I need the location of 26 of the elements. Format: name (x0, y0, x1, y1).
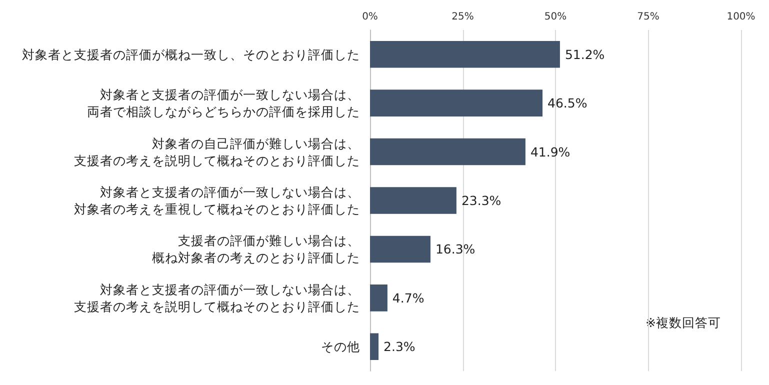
y-tick-label: 対象者と支援者の評価が一致しない場合は、対象者の考えを重視して概ねそのとおり評価した (74, 184, 360, 216)
x-tick-label: 50% (544, 12, 567, 22)
y-tick-label: 対象者と支援者の評価が一致しない場合は、両者で相談しながらどちらかの評価を採用した (87, 87, 360, 120)
bar (370, 333, 379, 360)
x-tick-label: 25% (452, 12, 474, 22)
data-label: 16.3% (435, 242, 476, 257)
x-tick-label: 100% (726, 12, 756, 22)
data-label: 4.7% (392, 290, 424, 306)
bar (370, 187, 456, 214)
bar (370, 284, 388, 312)
bar (370, 138, 526, 166)
data-label: 23.3% (461, 193, 502, 208)
data-label: 2.3% (384, 339, 416, 354)
bar (370, 236, 430, 263)
x-tick-label: 75% (637, 12, 660, 22)
data-label: 51.2% (564, 46, 605, 62)
x-tick-label: 0% (362, 12, 378, 22)
bar (370, 90, 543, 116)
y-tick-label: 対象者の自己評価が難しい場合は、支援者の考えを説明して概ねそのとおり評価した (74, 136, 360, 168)
y-tick-label: その他 (321, 339, 360, 354)
bar (370, 40, 560, 68)
data-label: 41.9% (530, 144, 570, 160)
y-tick-label: 対象者と支援者の評価が一致しない場合は、支援者の考えを説明して概ねそのとおり評価した (74, 282, 360, 314)
data-label: 46.5% (548, 96, 588, 111)
y-tick-label: 対象者と支援者の評価が概ね一致し、そのとおり評価した (22, 46, 360, 62)
y-tick-label: 支援者の評価が難しい場合は、概ね対象者の考えのとおり評価した (152, 233, 360, 266)
